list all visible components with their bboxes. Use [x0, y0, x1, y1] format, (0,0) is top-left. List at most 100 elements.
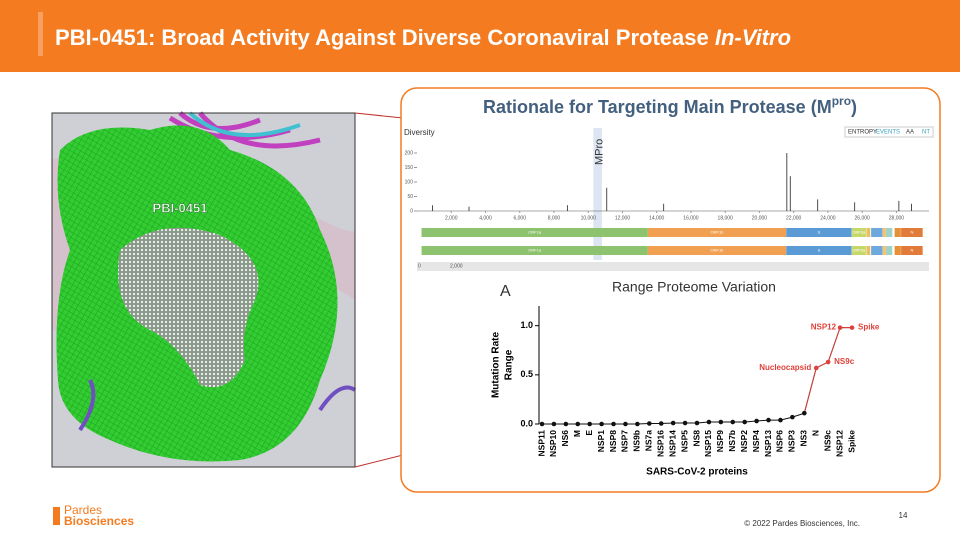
header-accent — [38, 12, 43, 56]
gene-segment — [871, 228, 883, 237]
genome-y-tick: 200 — [405, 150, 414, 156]
figure-border — [51, 112, 356, 468]
nav-label: 0 — [418, 263, 421, 269]
data-point — [551, 421, 557, 427]
ribbon — [78, 379, 357, 432]
mpro-label: MPro — [593, 139, 605, 165]
data-point — [742, 419, 747, 425]
toggle[interactable]: ENTROPY — [848, 130, 877, 136]
x-tick-label: Spike — [846, 430, 856, 453]
genome-x-tick: 8,000 — [548, 215, 561, 221]
header-bar — [0, 0, 960, 72]
annotation: NSP12 — [811, 323, 837, 332]
toggle[interactable]: AA — [906, 130, 914, 136]
ligand-label: PBI-0451 — [153, 200, 208, 215]
gene-segment — [894, 246, 901, 255]
genome-x-tick: 28,000 — [889, 215, 905, 221]
gene-label: N — [910, 230, 913, 235]
data-point — [587, 421, 592, 427]
toggle[interactable]: EVENTS — [876, 130, 900, 136]
data-point — [837, 325, 843, 330]
y-axis-label: Range — [504, 349, 515, 380]
x-tick-label: NS9c — [822, 430, 832, 452]
genome-y-label: Diversity — [404, 128, 435, 137]
x-tick-label: NSP7 — [620, 430, 630, 452]
x-tick-label: NS7b — [727, 430, 737, 452]
data-point — [623, 421, 628, 427]
x-tick-label: NSP10 — [548, 430, 558, 457]
genome-x-tick: 24,000 — [820, 215, 836, 221]
title-italic: In-Vitro — [715, 25, 791, 50]
data-point — [670, 420, 676, 426]
data-point — [790, 414, 795, 420]
gene-segment — [871, 246, 883, 255]
logo-line: Biosciences — [64, 514, 134, 528]
data-point — [694, 420, 700, 426]
genome-x-tick: 20,000 — [752, 215, 768, 221]
data-point — [682, 420, 688, 426]
x-tick-label: NSP9 — [715, 430, 725, 452]
gene-label: ORF3a — [852, 230, 866, 235]
x-tick-label: NSP2 — [739, 430, 749, 452]
data-point — [635, 421, 640, 427]
gene-segment — [901, 246, 923, 255]
gene-label: N — [910, 248, 913, 253]
logo-line: Pardes — [64, 503, 102, 517]
genome-y-tick: 100 — [405, 179, 414, 185]
gene-label: ORF3a — [852, 248, 866, 253]
genome-x-tick: 10,000 — [581, 215, 597, 221]
gene-segment — [882, 246, 886, 255]
x-tick-label: NSP1 — [596, 430, 606, 452]
x-tick-label: NS6 — [560, 430, 570, 447]
x-tick-label: NSP4 — [751, 430, 761, 452]
ligand-pocket — [118, 227, 259, 388]
gene-label: S — [818, 230, 821, 235]
data-point — [563, 421, 569, 427]
genome-x-tick: 2,000 — [445, 215, 458, 221]
gene-segment — [647, 246, 787, 255]
data-point — [706, 419, 712, 425]
x-tick-label: NSP15 — [703, 430, 713, 457]
data-point — [849, 325, 855, 330]
chart-title: Range Proteome Variation — [612, 279, 776, 295]
genome-x-tick: 14,000 — [649, 215, 665, 221]
panel-title: Rationale for Targeting Main Protease (M… — [483, 94, 857, 117]
data-point — [575, 421, 581, 427]
genome-x-tick: 18,000 — [718, 215, 734, 221]
copyright: © 2022 Pardes Biosciences, Inc. — [744, 519, 860, 528]
gene-segment — [851, 246, 866, 255]
data-point — [766, 417, 771, 423]
data-point — [658, 421, 664, 426]
y-tick-label: 0.5 — [520, 369, 533, 379]
x-tick-label: NS9b — [632, 430, 642, 452]
page-number: 14 — [899, 511, 908, 520]
genome-y-tick: 150 — [405, 165, 414, 171]
annotation: Nucleocapsid — [759, 363, 811, 372]
navigator — [417, 262, 929, 271]
x-tick-label: NSP8 — [608, 430, 618, 452]
gene-label: S — [818, 248, 821, 253]
gene-segment — [886, 228, 893, 237]
data-point — [802, 410, 807, 416]
x-tick-label: NSP14 — [667, 430, 677, 457]
genome-y-tick: 0 — [410, 208, 413, 214]
toggle[interactable]: NT — [922, 130, 930, 136]
annotation: Spike — [858, 323, 880, 332]
data-point — [754, 418, 759, 424]
x-tick-label: NSP6 — [775, 430, 785, 452]
toggle-box — [844, 126, 934, 138]
gene-segment — [901, 228, 923, 237]
genome-y-tick: 50 — [407, 194, 413, 200]
genome-x-tick: 4,000 — [479, 215, 492, 221]
genome-x-tick: 6,000 — [513, 215, 526, 221]
genome-x-tick: 26,000 — [855, 215, 871, 221]
panel-title-end: ) — [851, 97, 857, 117]
mutation-chart: A Range Proteome Variation Mutation Rate Ra… — [491, 279, 880, 478]
genome-x-tick: 12,000 — [615, 215, 631, 221]
gene-segment — [866, 228, 871, 237]
y-tick-label: 1.0 — [520, 320, 533, 330]
molecule-figure: PBI-0451 — [51, 111, 357, 468]
gene-label: ORF1b — [711, 230, 725, 235]
